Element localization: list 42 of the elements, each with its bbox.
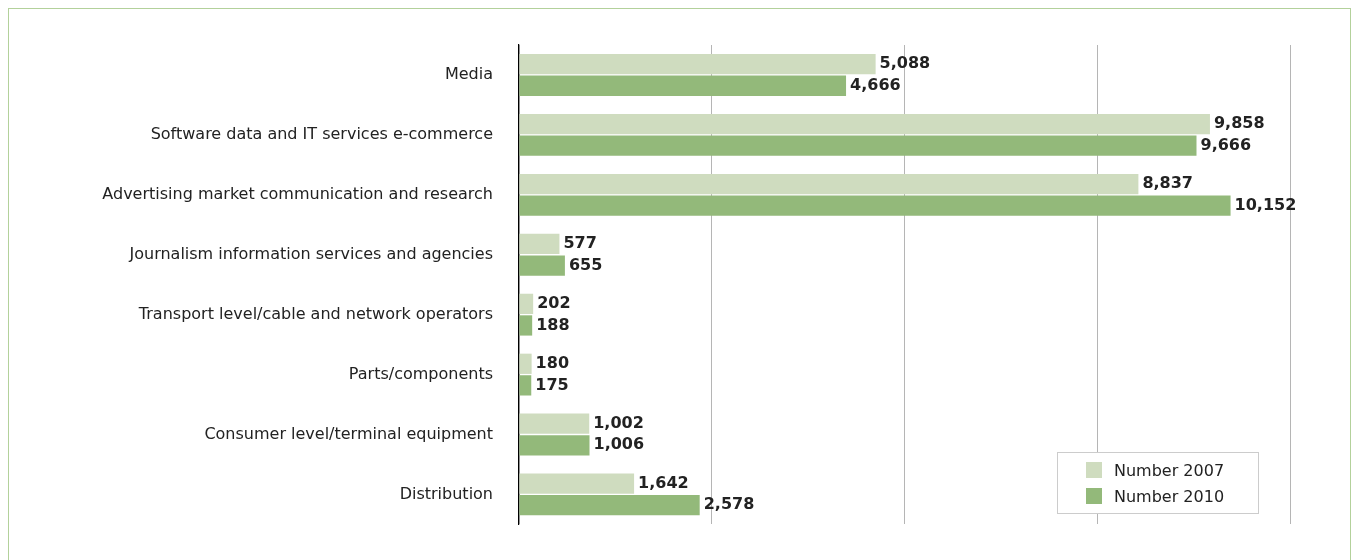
- data-label: 9,858: [1213, 113, 1265, 133]
- bar: [519, 473, 635, 494]
- y-tick-label: Software data and IT services e-commerce: [150, 124, 493, 144]
- bar: [519, 353, 532, 374]
- y-tick-label: Media: [444, 64, 493, 84]
- y-tick-label: Distribution: [399, 483, 493, 503]
- bar: [519, 435, 590, 456]
- data-label: 2,578: [703, 494, 755, 514]
- y-tick-label: Transport level/cable and network operators: [137, 303, 493, 323]
- bar: [519, 54, 876, 75]
- bar: [519, 413, 590, 434]
- data-label: 1,642: [638, 472, 689, 492]
- y-tick-label: Parts/components: [348, 363, 493, 383]
- bar: [519, 233, 560, 255]
- data-label: 1,006: [593, 434, 645, 454]
- data-label: 180: [535, 352, 570, 372]
- data-label: 655: [568, 254, 603, 274]
- bar: [519, 315, 533, 336]
- bar: [519, 75, 847, 96]
- data-label: 202: [537, 293, 571, 313]
- data-label: 577: [563, 233, 597, 253]
- bar: [519, 495, 700, 516]
- data-label: 175: [535, 374, 569, 394]
- bar: [519, 173, 1139, 195]
- data-label: 5,088: [879, 53, 931, 73]
- y-tick-label: Advertising market communication and research: [102, 183, 493, 203]
- data-label: 4,666: [850, 74, 901, 94]
- bar: [519, 255, 565, 276]
- bar: [519, 375, 532, 396]
- legend-label: Number 2007: [1114, 460, 1225, 480]
- bar: [519, 293, 534, 315]
- bar: [519, 135, 1197, 156]
- data-label: 8,837: [1142, 173, 1193, 193]
- y-tick-label: Consumer level/terminal equipment: [204, 423, 493, 443]
- y-tick-label: Journalism information services and agencies: [128, 243, 493, 263]
- data-label: 188: [536, 314, 570, 334]
- data-label: 10,152: [1234, 194, 1297, 214]
- bar: [519, 195, 1231, 216]
- data-label: 1,002: [593, 412, 644, 432]
- data-label: 9,666: [1200, 134, 1252, 154]
- bar: [519, 113, 1210, 135]
- legend-label: Number 2010: [1114, 486, 1225, 506]
